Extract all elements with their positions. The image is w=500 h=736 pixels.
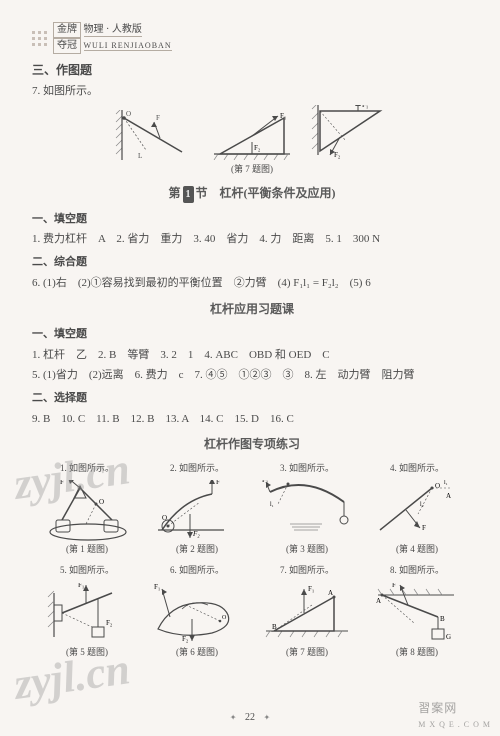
brand-top-left: 金牌 xyxy=(53,22,81,38)
q7-fig-b: F₁ F₂ xyxy=(212,110,292,160)
wm-br-top: 習案网 xyxy=(418,701,457,715)
svg-text:O: O xyxy=(222,615,227,621)
fig6-caption: (第 6 题图) xyxy=(176,645,218,660)
page-number: 22 xyxy=(245,712,255,723)
figs-row1-labels: 1. 如图所示。 2. 如图所示。 3. 如图所示。 4. 如图所示。 xyxy=(32,461,472,476)
fig3-caption: (第 3 题图) xyxy=(286,542,328,557)
brand-header: 金牌 物理 · 人教版 夺冠 WULI RENJIAOBAN xyxy=(32,22,472,54)
fig4-caption: (第 4 题图) xyxy=(396,542,438,557)
section-3-heading: 三、作图题 xyxy=(32,60,472,80)
svg-text:O: O xyxy=(126,110,131,118)
fig1-label: 1. 如图所示。 xyxy=(60,461,114,476)
fig3: F₁ O l₁ (第 3 题图) xyxy=(262,480,352,557)
fig5-label: 5. 如图所示。 xyxy=(60,563,114,578)
svg-text:F₁: F₁ xyxy=(78,583,84,589)
svg-text:F₁: F₁ xyxy=(308,585,314,593)
svg-text:l₁: l₁ xyxy=(270,502,274,508)
fig5: F₁ F₂ (第 5 题图) xyxy=(42,583,132,660)
svg-text:l₂: l₂ xyxy=(420,502,424,508)
svg-text:F: F xyxy=(216,480,220,486)
fig7: A B F₁ (第 7 题图) xyxy=(262,583,352,660)
title1-suffix: 节 杠杆(平衡条件及应用) xyxy=(196,186,336,200)
svg-text:F₂: F₂ xyxy=(334,151,341,159)
svg-text:O: O xyxy=(99,498,104,506)
brand-dotgrid xyxy=(32,31,47,46)
fig2-label: 2. 如图所示。 xyxy=(170,461,224,476)
title1-prefix: 第 xyxy=(168,186,180,200)
brand-text: 金牌 物理 · 人教版 夺冠 WULI RENJIAOBAN xyxy=(53,22,172,54)
pg-ornament-left: ✦ xyxy=(230,711,237,725)
fig1: F O (第 1 题图) xyxy=(42,480,132,557)
svg-text:F₁: F₁ xyxy=(280,112,286,120)
fig6: O F₂ F₁ (第 6 题图) xyxy=(152,583,242,660)
fig7-caption: (第 7 题图) xyxy=(286,645,328,660)
svg-text:G: G xyxy=(446,633,451,641)
svg-text:F₁: F₁ xyxy=(262,480,268,484)
svg-text:F₁: F₁ xyxy=(362,105,368,109)
block2-lineB: 5. (1)省力 (2)远离 6. 费力 c 7. ④⑤ ①②③ ③ 8. 左 … xyxy=(32,366,472,385)
fig7-label: 7. 如图所示。 xyxy=(280,563,334,578)
svg-text:O: O xyxy=(162,514,167,522)
svg-text:F₂: F₂ xyxy=(106,619,113,627)
block2-lineC: 9. B 10. C 11. B 12. B 13. A 14. C 15. D… xyxy=(32,410,472,429)
fig8: A B G F (第 8 题图) xyxy=(372,583,462,660)
q7-fig-a: O F L xyxy=(114,110,194,160)
svg-text:F₁: F₁ xyxy=(154,583,160,591)
section-title-1: 第1节 杠杆(平衡条件及应用) xyxy=(32,183,472,203)
fig8-label: 8. 如图所示。 xyxy=(390,563,444,578)
block1-comp-head: 二、综合题 xyxy=(32,253,472,272)
page-root: 金牌 物理 · 人教版 夺冠 WULI RENJIAOBAN 三、作图题 7. … xyxy=(0,0,500,736)
fig1-caption: (第 1 题图) xyxy=(66,542,108,557)
figs-row1: F O (第 1 题图) F O F₂ (第 2 题图) xyxy=(32,480,472,557)
section-title-3: 杠杆作图专项练习 xyxy=(32,434,472,454)
svg-text:L: L xyxy=(138,152,142,160)
svg-text:O: O xyxy=(435,482,440,490)
svg-text:B: B xyxy=(272,623,277,631)
brand-pinyin: WULI RENJIAOBAN xyxy=(84,41,172,51)
svg-text:O: O xyxy=(286,480,291,482)
svg-text:F: F xyxy=(392,583,396,589)
svg-text:l₁: l₁ xyxy=(444,480,448,486)
q7-fig-c: F₁ F₂ xyxy=(310,105,390,160)
svg-text:F: F xyxy=(156,114,160,122)
block1-line1: 1. 费力杠杆 A 2. 省力 重力 3. 40 省力 4. 力 距离 5. 1… xyxy=(32,230,472,249)
pg-ornament-right: ✦ xyxy=(264,711,271,725)
q7-text: 7. 如图所示。 xyxy=(32,82,472,101)
watermark-bottom-right: 習案网 MXQE.COM xyxy=(418,698,494,732)
svg-text:A: A xyxy=(376,597,381,605)
svg-text:F: F xyxy=(60,480,64,486)
fig3-label: 3. 如图所示。 xyxy=(280,461,334,476)
fig5-caption: (第 5 题图) xyxy=(66,645,108,660)
svg-text:F₂: F₂ xyxy=(254,144,261,152)
fig4: O l₁ F A l₂ (第 4 题图) xyxy=(372,480,462,557)
block1-fill-head: 一、填空题 xyxy=(32,210,472,229)
figs-row2-labels: 5. 如图所示。 6. 如图所示。 7. 如图所示。 8. 如图所示。 xyxy=(32,563,472,578)
q7-figure-row: O F L F₁ F₂ xyxy=(32,105,472,160)
block2-lineA: 1. 杠杆 乙 2. B 等臂 3. 2 1 4. ABC OBD 和 OED … xyxy=(32,346,472,365)
svg-text:B: B xyxy=(440,615,445,623)
svg-text:A: A xyxy=(328,589,333,597)
fig6-label: 6. 如图所示。 xyxy=(170,563,224,578)
section-title-2: 杠杆应用习题课 xyxy=(32,299,472,319)
svg-text:F₂: F₂ xyxy=(192,530,200,538)
wm-br-bottom: MXQE.COM xyxy=(418,718,494,732)
fig2: F O F₂ (第 2 题图) xyxy=(152,480,242,557)
fig8-caption: (第 8 题图) xyxy=(396,645,438,660)
block2-choice-head: 二、选择题 xyxy=(32,389,472,408)
figs-row2: F₁ F₂ (第 5 题图) O F₂ F₁ (第 6 题图) xyxy=(32,583,472,660)
fig4-label: 4. 如图所示。 xyxy=(390,461,444,476)
block1-line6: 6. (1)右 (2)①容易找到最初的平衡位置 ②力臂 (4) F₁l₁ = F… xyxy=(32,274,472,293)
svg-text:F₂: F₂ xyxy=(182,635,189,643)
title1-num: 1 xyxy=(183,186,194,203)
q7-figure-caption: (第 7 题图) xyxy=(32,162,472,177)
block2-fill-head: 一、填空题 xyxy=(32,325,472,344)
fig2-caption: (第 2 题图) xyxy=(176,542,218,557)
svg-text:F: F xyxy=(422,524,426,532)
brand-bottom-left: 夺冠 xyxy=(53,38,81,54)
brand-subject: 物理 · 人教版 xyxy=(84,24,142,37)
svg-text:A: A xyxy=(446,492,451,500)
